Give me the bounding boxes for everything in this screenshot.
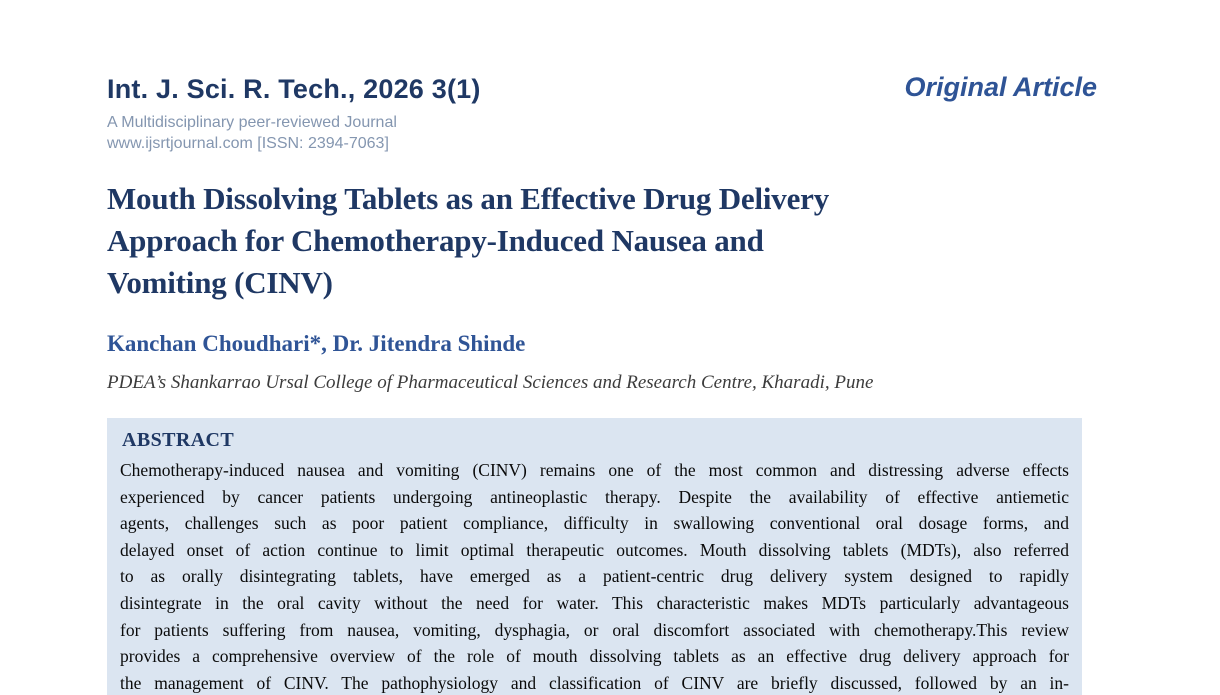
abstract-text-line: delayed onset of action continue to limi… — [120, 539, 1069, 560]
journal-subtitle: A Multidisciplinary peer-reviewed Journa… — [107, 114, 397, 131]
abstract-text-line: to as orally disintegrating tablets, hav… — [120, 566, 1069, 587]
authors-line: Kanchan Choudhari*, Dr. Jitendra Shinde — [107, 331, 526, 356]
abstract-text-line: experienced by cancer patients undergoin… — [120, 486, 1069, 507]
abstract-section: ABSTRACT Chemotherapy-induced nausea and… — [107, 418, 1082, 695]
journal-masthead: Int. J. Sci. R. Tech., 2026 3(1) A Multi… — [107, 72, 1097, 153]
journal-website-issn: www.ijsrtjournal.com [ISSN: 2394-7063] — [107, 135, 389, 152]
abstract-text-line: Chemotherapy-induced nausea and vomiting… — [120, 460, 1069, 480]
abstract-text: Chemotherapy-induced nausea and vomiting… — [120, 457, 1069, 695]
article-type-label: Original Article — [904, 72, 1097, 102]
abstract-text-line: disintegrate in the oral cavity without … — [120, 592, 1069, 613]
article-title: Mouth Dissolving Tablets as an Effective… — [107, 178, 1082, 304]
journal-title: Int. J. Sci. R. Tech., 2026 3(1) — [107, 74, 481, 104]
abstract-text-line: the management of CINV. The pathophysiol… — [120, 672, 1069, 693]
affiliation-line: PDEA’s Shankarrao Ursal College of Pharm… — [107, 372, 874, 393]
abstract-text-line: provides a comprehensive overview of the… — [120, 646, 1069, 667]
abstract-text-line: for patients suffering from nausea, vomi… — [120, 619, 1069, 640]
article-title-line: Vomiting (CINV) — [107, 265, 333, 300]
article-content: Int. J. Sci. R. Tech., 2026 3(1) A Multi… — [107, 72, 1097, 695]
abstract-heading: ABSTRACT — [122, 429, 235, 451]
article-title-line: Mouth Dissolving Tablets as an Effective… — [107, 181, 829, 216]
abstract-text-line: agents, challenges such as poor patient … — [120, 513, 1069, 534]
article-title-line: Approach for Chemotherapy-Induced Nausea… — [107, 223, 764, 258]
